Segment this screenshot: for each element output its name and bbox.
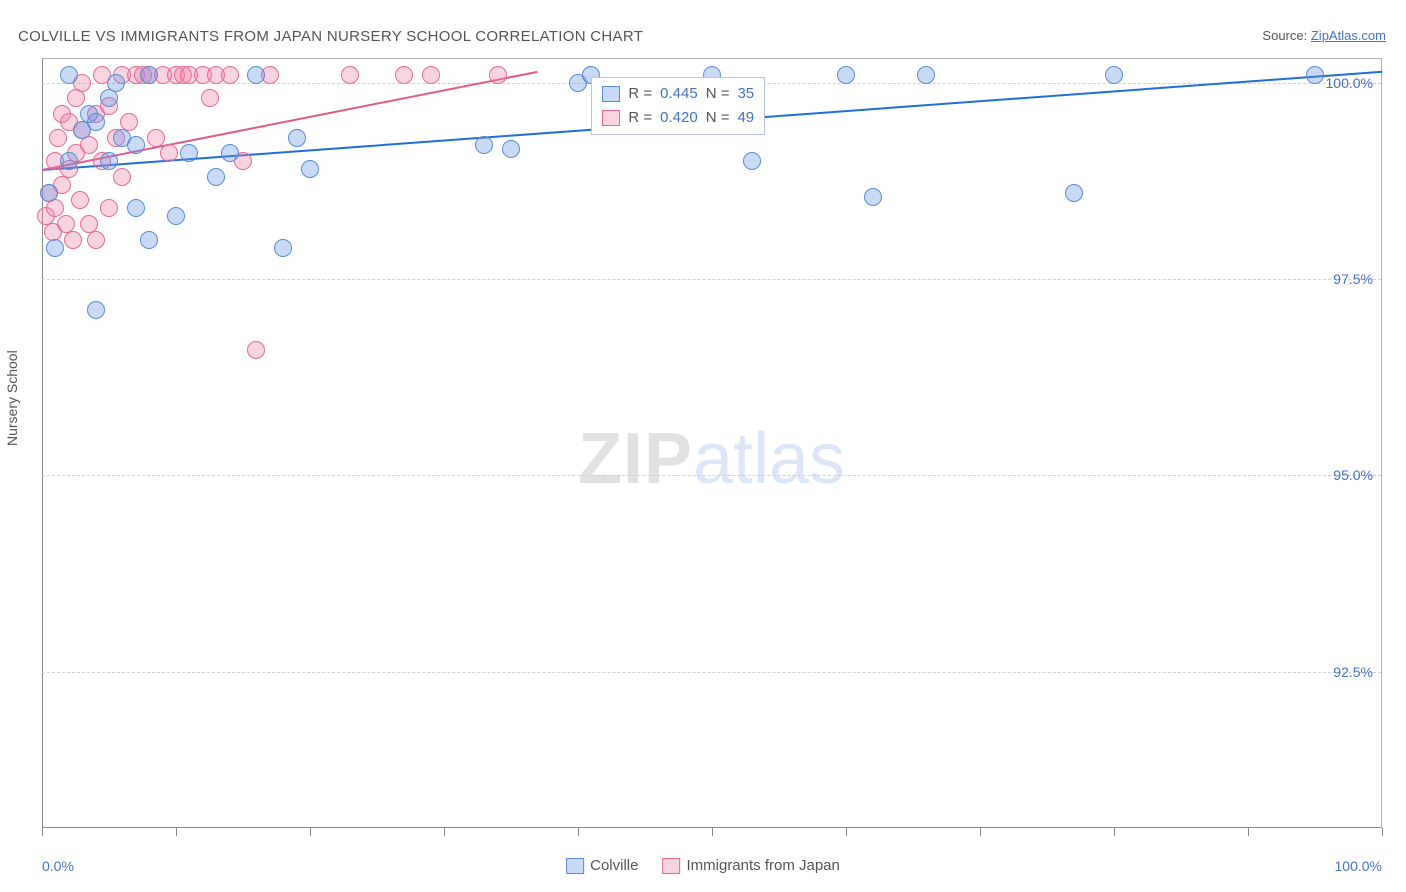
x-axis-min-label: 0.0% [42, 858, 74, 874]
data-point [180, 144, 198, 162]
x-axis-max-label: 100.0% [1335, 858, 1382, 874]
r-label: R = [628, 85, 652, 102]
legend-item: Colville [566, 857, 638, 874]
gridline [42, 672, 1381, 673]
r-label: R = [628, 109, 652, 126]
y-axis-title: Nursery School [4, 350, 20, 446]
data-point [1065, 184, 1083, 202]
data-point [475, 136, 493, 154]
data-point [864, 188, 882, 206]
data-point [46, 199, 64, 217]
correlation-legend: R = 0.445 N = 35 R = 0.420 N = 49 [591, 77, 765, 135]
data-point [46, 239, 64, 257]
data-point [341, 66, 359, 84]
watermark-atlas: atlas [693, 419, 845, 499]
data-point [80, 136, 98, 154]
legend-swatch [602, 110, 620, 126]
x-tick [1382, 828, 1383, 836]
data-point [301, 160, 319, 178]
data-point [100, 199, 118, 217]
x-tick [310, 828, 311, 836]
data-point [40, 184, 58, 202]
gridline [42, 475, 1381, 476]
source-label: Source: [1262, 28, 1307, 43]
data-point [247, 66, 265, 84]
legend-bottom: Colville Immigrants from Japan [566, 857, 840, 874]
data-point [221, 66, 239, 84]
data-point [207, 168, 225, 186]
legend-swatch [602, 86, 620, 102]
legend-item: Immigrants from Japan [662, 857, 839, 874]
data-point [201, 89, 219, 107]
data-point [60, 152, 78, 170]
data-point [87, 231, 105, 249]
data-point [87, 113, 105, 131]
data-point [127, 199, 145, 217]
legend-swatch [566, 858, 584, 874]
y-tick-label: 100.0% [1326, 75, 1373, 91]
data-point [160, 144, 178, 162]
data-point [140, 231, 158, 249]
correlation-row: R = 0.420 N = 49 [602, 106, 754, 130]
data-point [502, 140, 520, 158]
legend-label: Colville [590, 857, 638, 874]
watermark-zip: ZIP [578, 419, 693, 499]
x-tick [1114, 828, 1115, 836]
source-link[interactable]: ZipAtlas.com [1311, 28, 1386, 43]
data-point [288, 129, 306, 147]
x-tick [578, 828, 579, 836]
y-tick-label: 95.0% [1333, 467, 1373, 483]
data-point [64, 231, 82, 249]
data-point [1306, 66, 1324, 84]
chart-title: COLVILLE VS IMMIGRANTS FROM JAPAN NURSER… [18, 28, 643, 45]
data-point [837, 66, 855, 84]
data-point [113, 168, 131, 186]
data-point [67, 89, 85, 107]
y-axis-line [42, 59, 43, 828]
x-tick [846, 828, 847, 836]
data-point [917, 66, 935, 84]
data-point [489, 66, 507, 84]
watermark: ZIPatlas [578, 418, 845, 500]
plot-area: ZIPatlas 92.5% 95.0% 97.5% 100.0% R = 0.445 N … [42, 58, 1382, 828]
data-point [87, 301, 105, 319]
data-point [1105, 66, 1123, 84]
data-point [107, 74, 125, 92]
y-tick-label: 97.5% [1333, 271, 1373, 287]
data-point [422, 66, 440, 84]
x-tick [980, 828, 981, 836]
y-tick-label: 92.5% [1333, 664, 1373, 680]
data-point [100, 152, 118, 170]
data-point [274, 239, 292, 257]
data-point [127, 136, 145, 154]
source-attribution: Source: ZipAtlas.com [1262, 28, 1386, 43]
r-value: 0.420 [660, 109, 698, 126]
n-value: 35 [737, 85, 754, 102]
data-point [395, 66, 413, 84]
x-tick [1248, 828, 1249, 836]
n-label: N = [706, 109, 730, 126]
data-point [247, 341, 265, 359]
legend-label: Immigrants from Japan [686, 857, 839, 874]
data-point [71, 191, 89, 209]
n-value: 49 [737, 109, 754, 126]
data-point [147, 129, 165, 147]
data-point [49, 129, 67, 147]
gridline [42, 279, 1381, 280]
x-tick [712, 828, 713, 836]
data-point [60, 66, 78, 84]
x-tick [42, 828, 43, 836]
r-value: 0.445 [660, 85, 698, 102]
data-point [100, 89, 118, 107]
correlation-row: R = 0.445 N = 35 [602, 82, 754, 106]
data-point [221, 144, 239, 162]
data-point [140, 66, 158, 84]
data-point [167, 207, 185, 225]
x-tick [444, 828, 445, 836]
legend-swatch [662, 858, 680, 874]
x-tick [176, 828, 177, 836]
data-point [743, 152, 761, 170]
n-label: N = [706, 85, 730, 102]
